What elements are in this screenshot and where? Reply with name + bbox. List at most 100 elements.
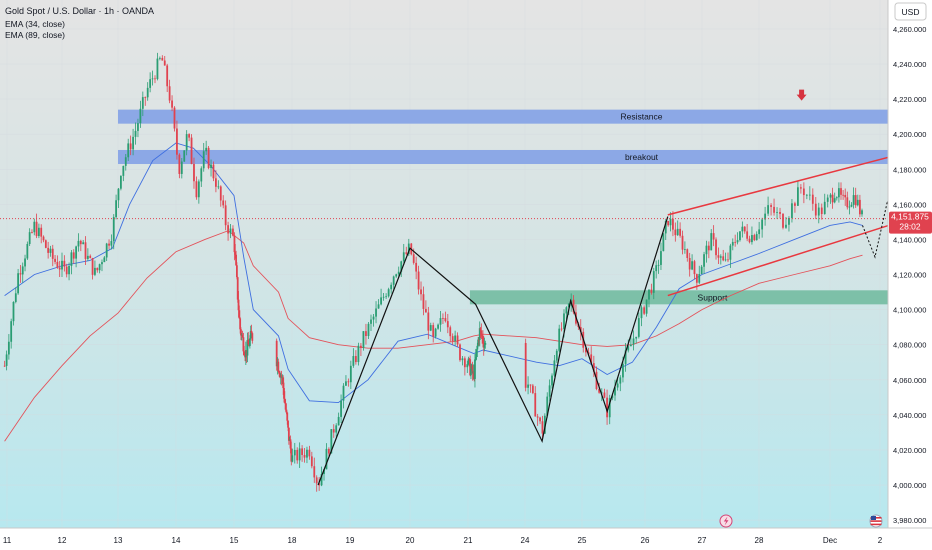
candle-body — [293, 449, 296, 456]
candle-body — [449, 327, 452, 337]
candle-body — [77, 240, 80, 247]
candle-body — [277, 361, 280, 372]
candle-body — [166, 65, 169, 87]
candle-body — [40, 227, 43, 237]
candle-body — [534, 393, 537, 417]
candle-body — [838, 188, 840, 198]
candle-body — [469, 359, 472, 376]
candle-body — [224, 205, 227, 226]
ema-slow-legend[interactable]: EMA (89, close) — [5, 30, 65, 40]
currency-button[interactable]: USD — [894, 2, 927, 21]
candle-body — [823, 201, 826, 215]
candle-body — [424, 308, 427, 313]
candle-body — [686, 249, 689, 259]
candle-body — [712, 233, 715, 240]
candle-body — [243, 351, 246, 355]
candle-body — [672, 218, 674, 230]
candle-body — [154, 78, 156, 80]
candle-body — [629, 344, 632, 347]
time-tick-label: 27 — [698, 536, 707, 545]
candle-body — [585, 347, 587, 353]
candle-body — [667, 220, 670, 226]
candle-body — [392, 276, 395, 285]
candle-body — [382, 296, 385, 298]
candle-body — [475, 349, 478, 358]
candle-body — [325, 448, 328, 470]
ema-fast-legend[interactable]: EMA (34, close) — [5, 19, 65, 29]
candle-body — [290, 448, 293, 462]
candle-body — [567, 303, 570, 308]
candle-body — [640, 307, 643, 319]
candle-body — [820, 207, 823, 215]
candle-body — [531, 385, 534, 394]
candle-body — [402, 252, 405, 262]
candle-body — [313, 466, 316, 478]
zone-label-support: Support — [698, 292, 728, 302]
candle-body — [310, 456, 313, 467]
candle-body — [700, 266, 703, 275]
candle-body — [606, 397, 608, 418]
candle-body — [354, 356, 357, 363]
candle-body — [21, 266, 24, 275]
time-tick-label: 24 — [521, 536, 530, 545]
candle-body — [802, 188, 805, 196]
candle-body — [49, 248, 52, 253]
zone-label-resistance: Resistance — [620, 112, 662, 122]
candle-body — [54, 258, 56, 262]
time-tick-label: 18 — [288, 536, 297, 545]
candle-body — [664, 220, 667, 234]
candle-body — [536, 416, 539, 418]
candle-body — [287, 420, 289, 428]
w-pattern-line — [317, 216, 669, 486]
time-axis[interactable] — [0, 528, 932, 550]
candle-body — [296, 449, 299, 461]
candle-body — [719, 256, 722, 258]
candle-body — [684, 249, 686, 251]
candle-body — [249, 330, 252, 339]
candle-body — [127, 143, 130, 158]
candle-body — [56, 261, 59, 268]
candle-body — [79, 240, 82, 245]
candle-body — [592, 363, 595, 372]
candle-body — [207, 147, 210, 169]
plot-background — [0, 0, 888, 528]
candle-body — [622, 363, 624, 378]
lightning-event-icon[interactable] — [719, 514, 733, 528]
candle-body — [275, 340, 278, 367]
price-tick-label: 4,060.000 — [893, 376, 926, 385]
candle-body — [477, 339, 480, 346]
candle-body — [729, 245, 732, 260]
candle-body — [205, 147, 208, 152]
candle-body — [212, 164, 215, 179]
symbol-title[interactable]: Gold Spot / U.S. Dollar · 1h · OANDA — [5, 6, 154, 16]
candle-body — [171, 100, 173, 108]
candle-body — [101, 262, 103, 265]
candle-body — [598, 388, 601, 393]
candle-body — [335, 425, 338, 433]
candle-body — [161, 57, 164, 61]
candle-body — [151, 78, 154, 80]
candle-body — [707, 245, 710, 251]
us-flag-icon[interactable] — [869, 514, 883, 528]
zone-support — [469, 290, 932, 305]
price-axis[interactable] — [888, 0, 932, 550]
candle-body — [202, 151, 205, 169]
candle-body — [731, 241, 734, 246]
candle-body — [560, 328, 563, 330]
candle-body — [829, 194, 832, 198]
candle-body — [848, 206, 851, 208]
candle-body — [579, 327, 582, 332]
candle-body — [144, 97, 147, 98]
candle-body — [38, 227, 40, 237]
candle-body — [285, 409, 288, 413]
zone-label-breakout: breakout — [625, 152, 659, 162]
candle-body — [246, 340, 249, 356]
candle-body — [467, 358, 470, 365]
candle-body — [238, 310, 241, 319]
candle-body — [724, 259, 727, 261]
candle-body — [470, 368, 472, 376]
candle-body — [773, 206, 775, 213]
candle-body — [168, 86, 171, 101]
